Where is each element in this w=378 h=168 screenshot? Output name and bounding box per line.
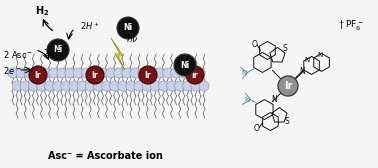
Text: S: S bbox=[282, 44, 287, 53]
Text: Ir: Ir bbox=[284, 81, 292, 91]
Circle shape bbox=[191, 81, 201, 91]
Text: Ni: Ni bbox=[180, 60, 189, 70]
Circle shape bbox=[146, 68, 156, 78]
Text: Ni: Ni bbox=[53, 46, 63, 54]
Circle shape bbox=[167, 81, 177, 91]
Text: O: O bbox=[254, 124, 259, 133]
Circle shape bbox=[45, 81, 54, 91]
Circle shape bbox=[28, 81, 38, 91]
Text: N: N bbox=[317, 52, 322, 58]
Circle shape bbox=[33, 68, 42, 78]
Circle shape bbox=[122, 68, 132, 78]
Circle shape bbox=[158, 81, 169, 91]
Circle shape bbox=[29, 66, 47, 84]
Circle shape bbox=[73, 68, 83, 78]
Circle shape bbox=[114, 68, 124, 78]
Circle shape bbox=[77, 81, 87, 91]
Text: $\mathrm{N}$: $\mathrm{N}$ bbox=[241, 68, 248, 77]
Text: Ir: Ir bbox=[192, 71, 198, 79]
Text: Ni: Ni bbox=[124, 24, 133, 32]
Circle shape bbox=[86, 66, 104, 84]
Circle shape bbox=[12, 81, 22, 91]
Text: Ir: Ir bbox=[35, 71, 41, 79]
Circle shape bbox=[105, 68, 116, 78]
Circle shape bbox=[134, 81, 144, 91]
Circle shape bbox=[36, 81, 46, 91]
Text: Ir: Ir bbox=[92, 71, 98, 79]
Text: N: N bbox=[299, 68, 305, 76]
Text: $2\ \mathrm{Asc}^-$: $2\ \mathrm{Asc}^-$ bbox=[3, 50, 33, 60]
Circle shape bbox=[93, 81, 103, 91]
Text: $\mathrm{N}$: $\mathrm{N}$ bbox=[244, 95, 251, 104]
Text: Asc⁻ = Ascorbate ion: Asc⁻ = Ascorbate ion bbox=[48, 151, 163, 161]
Circle shape bbox=[142, 81, 152, 91]
Circle shape bbox=[40, 68, 51, 78]
Circle shape bbox=[61, 81, 71, 91]
Circle shape bbox=[118, 81, 128, 91]
Circle shape bbox=[139, 66, 157, 84]
Polygon shape bbox=[111, 38, 125, 70]
Circle shape bbox=[98, 68, 107, 78]
Text: Ir: Ir bbox=[145, 71, 151, 79]
Text: $\mathbf{H_2}$: $\mathbf{H_2}$ bbox=[35, 4, 49, 18]
Circle shape bbox=[163, 68, 172, 78]
Circle shape bbox=[183, 81, 193, 91]
Circle shape bbox=[102, 81, 112, 91]
Text: $2H^+$: $2H^+$ bbox=[80, 20, 100, 32]
Circle shape bbox=[24, 68, 34, 78]
Text: $^+\!\!\!\!\mathrm{|}\ \mathrm{PF_6^-}$: $^+\!\!\!\!\mathrm{|}\ \mathrm{PF_6^-}$ bbox=[337, 19, 363, 33]
Text: N: N bbox=[304, 57, 309, 64]
Circle shape bbox=[179, 68, 189, 78]
Circle shape bbox=[53, 81, 63, 91]
Circle shape bbox=[175, 81, 185, 91]
Text: S: S bbox=[284, 117, 289, 126]
Text: $h\nu$: $h\nu$ bbox=[126, 32, 138, 44]
Circle shape bbox=[110, 81, 119, 91]
Circle shape bbox=[199, 81, 209, 91]
Circle shape bbox=[187, 68, 197, 78]
Circle shape bbox=[174, 54, 196, 76]
Circle shape bbox=[49, 68, 59, 78]
Circle shape bbox=[150, 81, 160, 91]
Circle shape bbox=[126, 81, 136, 91]
Circle shape bbox=[85, 81, 95, 91]
Circle shape bbox=[170, 68, 181, 78]
Circle shape bbox=[47, 39, 69, 61]
Text: $2e^-$: $2e^-$ bbox=[3, 65, 21, 75]
Circle shape bbox=[154, 68, 164, 78]
Circle shape bbox=[57, 68, 67, 78]
Circle shape bbox=[278, 76, 298, 96]
Circle shape bbox=[89, 68, 99, 78]
Circle shape bbox=[8, 68, 18, 78]
Circle shape bbox=[138, 68, 148, 78]
Circle shape bbox=[195, 68, 205, 78]
Circle shape bbox=[81, 68, 91, 78]
Text: $2e^-$: $2e^-$ bbox=[43, 47, 61, 57]
Circle shape bbox=[20, 81, 30, 91]
Circle shape bbox=[69, 81, 79, 91]
Text: O: O bbox=[251, 40, 257, 49]
Circle shape bbox=[117, 17, 139, 39]
Circle shape bbox=[186, 66, 204, 84]
Text: N: N bbox=[271, 95, 277, 104]
Circle shape bbox=[16, 68, 26, 78]
Circle shape bbox=[65, 68, 75, 78]
Circle shape bbox=[130, 68, 140, 78]
